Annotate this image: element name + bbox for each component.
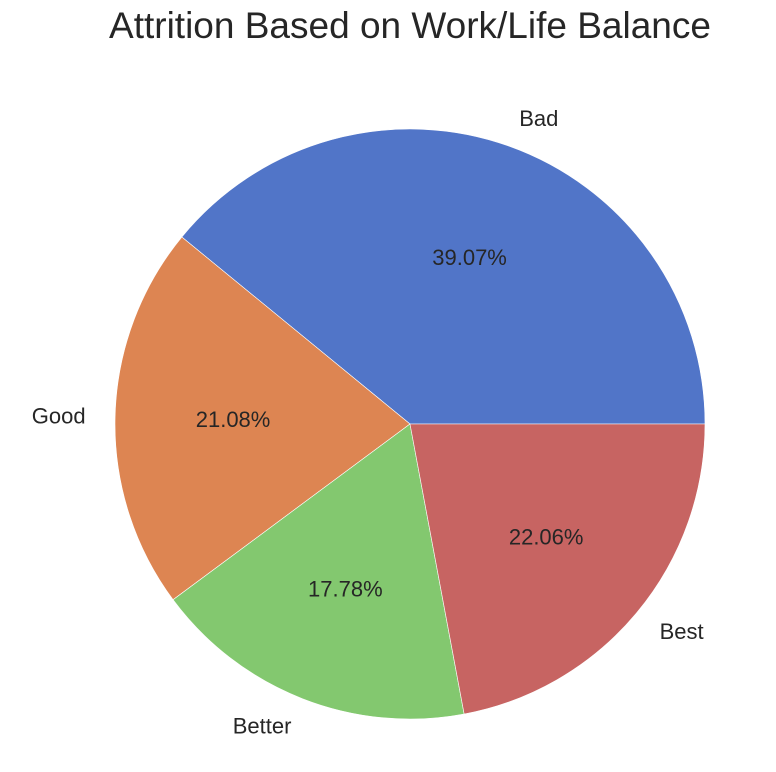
pie-labels: Bad 39.07% Good 21.08% Better 17.78% Best 22.06… bbox=[32, 106, 704, 739]
slice-label-good: Good bbox=[32, 404, 86, 429]
slice-value-best: 22.06% bbox=[509, 525, 584, 550]
slice-value-good: 21.08% bbox=[196, 407, 271, 432]
slice-label-better: Better bbox=[233, 714, 292, 739]
chart-title: Attrition Based on Work/Life Balance bbox=[109, 5, 711, 46]
pie-slice-good bbox=[114, 236, 411, 601]
slice-value-better: 17.78% bbox=[308, 576, 383, 601]
pie-slice-best bbox=[409, 423, 706, 715]
slice-label-best: Best bbox=[660, 619, 704, 644]
slice-label-bad: Bad bbox=[519, 106, 558, 131]
pie-slice-better bbox=[172, 423, 465, 720]
pie-slice-bad bbox=[181, 128, 706, 425]
slice-value-bad: 39.07% bbox=[432, 245, 507, 270]
pie-slices bbox=[114, 128, 706, 720]
